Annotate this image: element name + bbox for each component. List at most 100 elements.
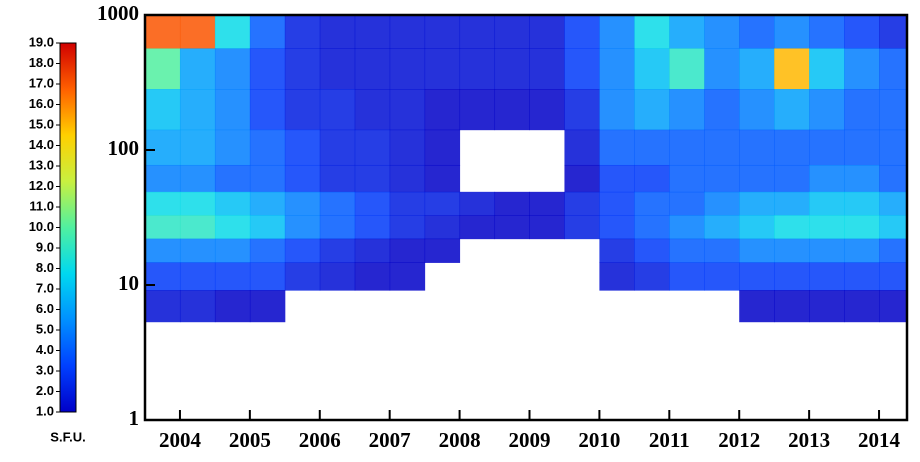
heatmap-cell [879,262,907,291]
heatmap-cell [179,238,216,263]
heatmap-cell [739,238,775,263]
colorbar-label: S.F.U. [50,429,85,444]
heatmap-cell [774,164,810,193]
heatmap-cell [319,191,356,216]
heatmap-cell [669,15,705,49]
heatmap-cell [424,129,461,166]
heatmap-cell [599,15,635,49]
colorbar-tick-label: 18.0 [29,55,54,70]
colorbar-tick-label: 13.0 [29,157,54,172]
heatmap-cell [774,15,810,49]
heatmap-cell [284,129,321,166]
heatmap-cell [145,191,181,216]
heatmap-cell [739,262,775,291]
y-tick-label: 1000 [97,1,139,25]
heatmap [145,15,907,323]
heatmap-cell [634,89,670,131]
heatmap-cell [214,129,251,166]
x-tick-label: 2007 [369,428,411,452]
heatmap-cell [774,129,810,166]
heatmap-cell [389,215,426,240]
heatmap-cell [354,15,391,49]
heatmap-cell [319,89,356,131]
heatmap-cell [424,238,461,263]
heatmap-cell [704,164,740,193]
heatmap-cell [284,191,321,216]
heatmap-cell [844,290,880,323]
x-tick-label: 2006 [299,428,341,452]
heatmap-cell [879,15,907,49]
heatmap-cell [179,290,216,323]
heatmap-cell [669,215,705,240]
heatmap-cell [459,89,496,131]
heatmap-cell [214,89,251,131]
heatmap-cell [145,290,181,323]
heatmap-cell [809,89,845,131]
heatmap-cell [844,89,880,131]
heatmap-cell [809,262,845,291]
heatmap-cell [704,262,740,291]
heatmap-cell [354,262,391,291]
heatmap-cell [879,290,907,323]
heatmap-cell [634,15,670,49]
heatmap-cell [494,89,530,131]
colorbar-tick-label: 1.0 [36,403,54,418]
colorbar-tick-label: 10.0 [29,219,54,234]
heatmap-cell [844,48,880,90]
heatmap-cell [319,48,356,90]
heatmap-cell [319,15,356,49]
heatmap-cell [145,215,181,240]
heatmap-cell [389,191,426,216]
x-tick-label: 2013 [788,428,830,452]
heatmap-cell [774,48,810,90]
heatmap-cell [424,15,461,49]
heatmap-cell [599,262,635,291]
colorbar-tick-label: 16.0 [29,96,54,111]
heatmap-cell [284,164,321,193]
heatmap-cell [354,238,391,263]
heatmap-cell [634,191,670,216]
heatmap-cell [249,238,286,263]
colorbar-tick-label: 2.0 [36,383,54,398]
heatmap-cell [704,48,740,90]
heatmap-cell [214,191,251,216]
heatmap-cell [249,191,286,216]
heatmap-cell [354,215,391,240]
heatmap-cell [739,48,775,90]
x-tick-label: 2005 [229,428,271,452]
heatmap-cell [179,129,216,166]
heatmap-cell [774,262,810,291]
heatmap-cell [844,238,880,263]
heatmap-cell [844,15,880,49]
heatmap-cell [459,191,496,216]
heatmap-cell [669,238,705,263]
x-tick-label: 2008 [439,428,481,452]
heatmap-cell [599,129,635,166]
heatmap-cell [669,262,705,291]
y-tick-label: 1 [129,406,140,430]
heatmap-cell [424,215,461,240]
heatmap-cell [564,15,600,49]
heatmap-cell [494,191,530,216]
colorbar-tick-label: 6.0 [36,301,54,316]
heatmap-cell [564,48,600,90]
heatmap-cell [634,129,670,166]
heatmap-cell [529,89,565,131]
heatmap-cell [179,215,216,240]
heatmap-cell [319,215,356,240]
heatmap-cell [389,15,426,49]
heatmap-cell [564,191,600,216]
heatmap-cell [179,48,216,90]
heatmap-cell [669,129,705,166]
heatmap-cell [634,238,670,263]
heatmap-cell [879,191,907,216]
heatmap-cell [634,215,670,240]
heatmap-cell [284,238,321,263]
heatmap-cell [179,262,216,291]
heatmap-cell [424,191,461,216]
colorbar-tick-label: 19.0 [29,34,54,49]
heatmap-cell [774,238,810,263]
heatmap-cell [424,48,461,90]
heatmap-cell [214,215,251,240]
heatmap-cell [599,238,635,263]
